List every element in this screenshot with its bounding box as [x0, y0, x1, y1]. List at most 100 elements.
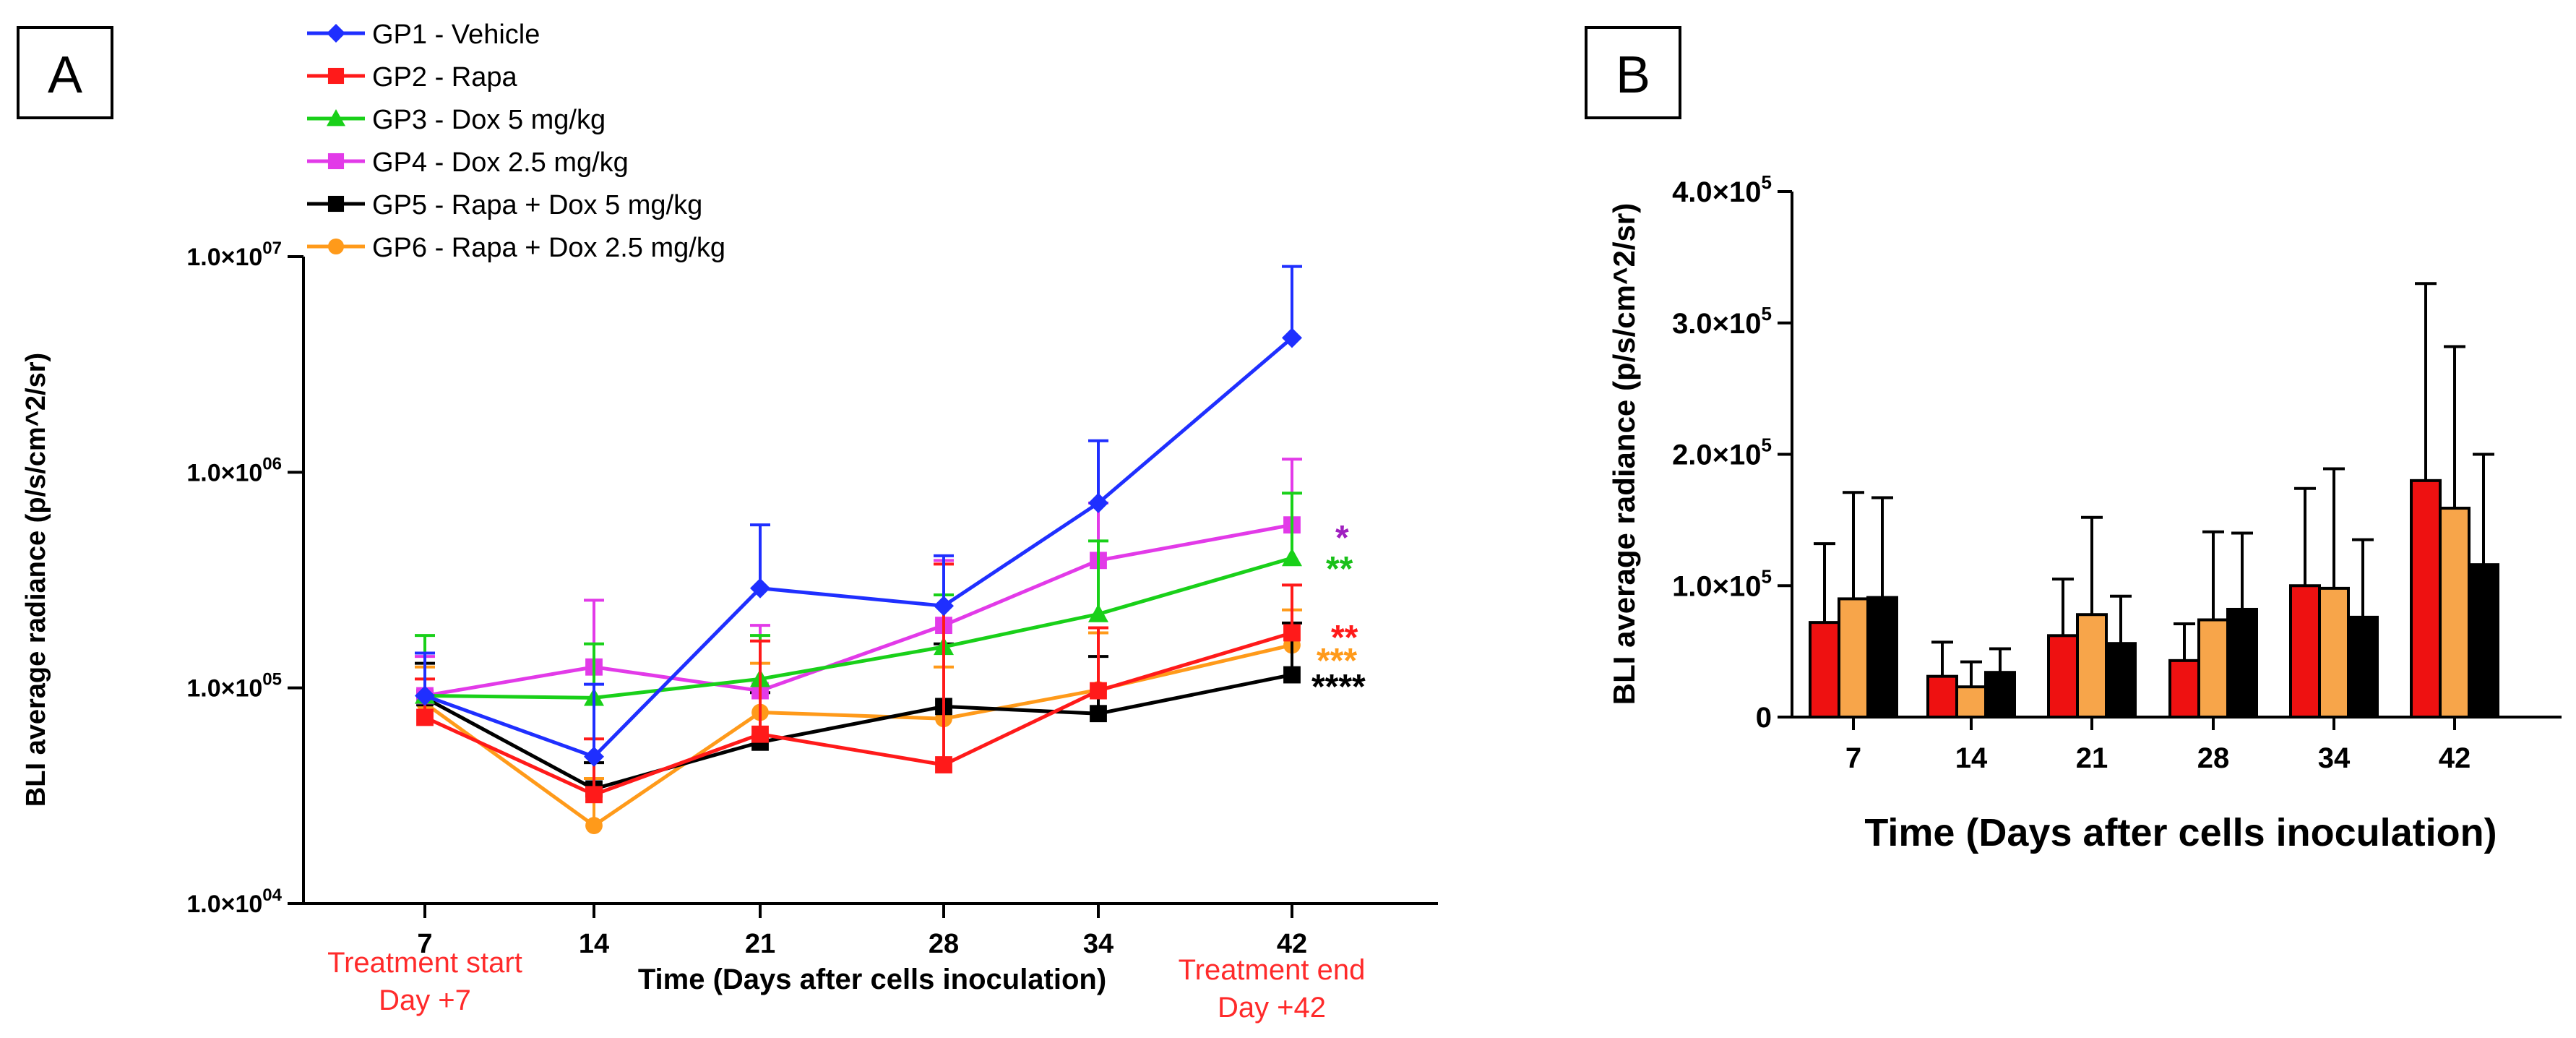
bar-14-series-2 [1955, 685, 1987, 719]
panel-b-y-tick-label-4: 4.0×105 [1672, 171, 1772, 208]
panel-a-legend: GP1 - Vehicle GP2 - Rapa GP3 - Dox 5 mg/kg… [307, 20, 725, 263]
bar-21-series-3 [2105, 642, 2137, 719]
panel-a-x-tick-label-0: 7 [417, 929, 432, 959]
panel-b-y-tick-label-1-exp: 5 [1762, 565, 1772, 587]
legend-marker-1 [327, 24, 345, 43]
series-1-point-4 [1088, 492, 1108, 513]
panel-b-x-tick-label-4: 34 [2318, 742, 2351, 774]
series-1-point-0 [415, 685, 435, 706]
series-3-line [424, 556, 1293, 700]
treatment-start-line1: Treatment start [327, 947, 522, 979]
series-1 [415, 265, 1302, 767]
series-5-line [423, 673, 1293, 792]
panel-b-y-tick-label-0-base: 0 [1756, 702, 1772, 734]
significance-gp6: *** [1317, 642, 1357, 680]
series-2-point-0 [416, 708, 434, 726]
panel-b-y-tick-label-1-base: 1.0×10 [1672, 570, 1761, 602]
bar-34-series-2 [2318, 586, 2350, 719]
legend-label-3: GP3 - Dox 5 mg/kg [372, 105, 606, 135]
significance-gp2: ** [1331, 619, 1358, 657]
treatment-start-line2: Day +7 [379, 985, 471, 1016]
legend-item-4: GP4 - Dox 2.5 mg/kg [307, 147, 629, 178]
panel-b-y-tick-label-3-exp: 5 [1762, 303, 1772, 325]
panel-a-y-tick-label-3-exp: 07 [262, 239, 282, 258]
bar-42-series-3 [2468, 563, 2499, 719]
series-1-line [424, 336, 1293, 759]
legend-item-1: GP1 - Vehicle [307, 20, 540, 50]
panel-a-x-tick-label-4: 34 [1083, 929, 1113, 959]
panel-a-y-tick-label-1-exp: 05 [262, 670, 282, 690]
series-5-point-4 [1090, 705, 1107, 723]
series-6-point-1 [585, 817, 603, 834]
panel-a-y-tick-label-1: 1.0×1005 [186, 670, 282, 703]
significance-gp4: * [1335, 519, 1349, 557]
series-2-point-5 [1283, 624, 1301, 642]
bar-group-21 [2047, 515, 2137, 719]
legend-label-4: GP4 - Dox 2.5 mg/kg [372, 147, 629, 178]
bar-group-28 [2168, 530, 2258, 719]
panel-a-x-tick-label-5: 42 [1277, 929, 1307, 959]
panel-a-x-label: Time (Days after cells inoculation) [638, 964, 1106, 995]
treatment-end-line2: Day +42 [1218, 992, 1326, 1024]
panel-b-y-tick-label-2: 2.0×105 [1672, 434, 1772, 471]
series-2-point-2 [751, 725, 769, 743]
panel-b-bars [1809, 282, 2499, 719]
panel-a-y-tick-label-2-exp: 06 [262, 454, 282, 473]
bar-42-series-2 [2439, 507, 2471, 719]
legend-marker-6 [327, 238, 345, 255]
legend-item-6: GP6 - Rapa + Dox 2.5 mg/kg [307, 233, 725, 263]
panel-a-series [415, 265, 1302, 834]
panel-a-x-tick-label-2: 21 [745, 929, 775, 959]
panel-a-x-tick-label-1: 14 [579, 929, 609, 959]
panel-a-y-tick-label-3: 1.0×1007 [186, 239, 282, 271]
panel-a-significance: ************ [1311, 519, 1366, 706]
panel-b-x-tick-label-2: 21 [2076, 742, 2108, 774]
legend-label-1: GP1 - Vehicle [372, 20, 540, 50]
panel-b-y-tick-label-0: 0 [1756, 702, 1772, 734]
series-4 [415, 458, 1302, 705]
legend-marker-5 [327, 195, 345, 213]
series-4-line [424, 523, 1293, 698]
bar-34-series-3 [2347, 615, 2379, 719]
panel-b-label: B [1616, 46, 1650, 104]
bar-34-series-1 [2289, 584, 2321, 719]
bar-7-series-3 [1866, 596, 1898, 719]
bar-28-series-3 [2226, 607, 2258, 719]
panel-a-y-tick-label-0-base: 1.0×10 [186, 891, 262, 918]
panel-b-y-label: BLI average radiance (p/s/cm^2/sr) [1607, 203, 1641, 705]
legend-item-3: GP3 - Dox 5 mg/kg [307, 105, 606, 135]
series-3-point-4 [1088, 604, 1108, 622]
series-5-point-5 [1283, 666, 1301, 684]
series-3-point-5 [1282, 548, 1302, 567]
series-1-point-2 [750, 578, 770, 599]
treatment-end-annotation: Treatment end Day +42 [1179, 954, 1366, 1024]
panel-b-y-tick-label-2-exp: 5 [1762, 434, 1772, 456]
significance-gp5: **** [1311, 668, 1366, 706]
bar-28-series-1 [2168, 659, 2200, 719]
legend-marker-2 [327, 67, 345, 85]
panel-b-x-tick-label-0: 7 [1845, 742, 1861, 774]
panel-a-x-tick-label-3: 28 [929, 929, 959, 959]
treatment-end-line1: Treatment end [1179, 954, 1366, 986]
panel-a-y-tick-label-1-base: 1.0×10 [186, 675, 262, 703]
panel-b-y-tick-label-2-base: 2.0×10 [1672, 439, 1761, 471]
series-2-point-1 [585, 786, 603, 804]
panel-a-axes [302, 257, 1438, 905]
panel-a-y-tick-label-0-exp: 04 [262, 885, 282, 905]
legend-marker-3 [327, 109, 345, 126]
bar-7-series-2 [1838, 597, 1869, 719]
legend-label-6: GP6 - Rapa + Dox 2.5 mg/kg [372, 233, 725, 263]
panel-b-x-tick-label-3: 28 [2197, 742, 2230, 774]
panel-a-label: A [48, 46, 82, 104]
bar-21-series-1 [2047, 634, 2079, 719]
series-1-point-3 [934, 596, 954, 617]
bar-7-series-1 [1809, 621, 1840, 719]
bar-group-34 [2289, 467, 2379, 719]
panel-b-x-label: Time (Days after cells inoculation) [1864, 811, 2497, 854]
panel-b-y-tick-label-3: 3.0×105 [1672, 303, 1772, 340]
series-1-point-5 [1282, 327, 1302, 348]
panel-a-y-tick-label-2-base: 1.0×10 [186, 459, 262, 486]
bar-42-series-1 [2410, 479, 2442, 719]
panel-b-y-tick-label-4-exp: 5 [1762, 171, 1772, 193]
